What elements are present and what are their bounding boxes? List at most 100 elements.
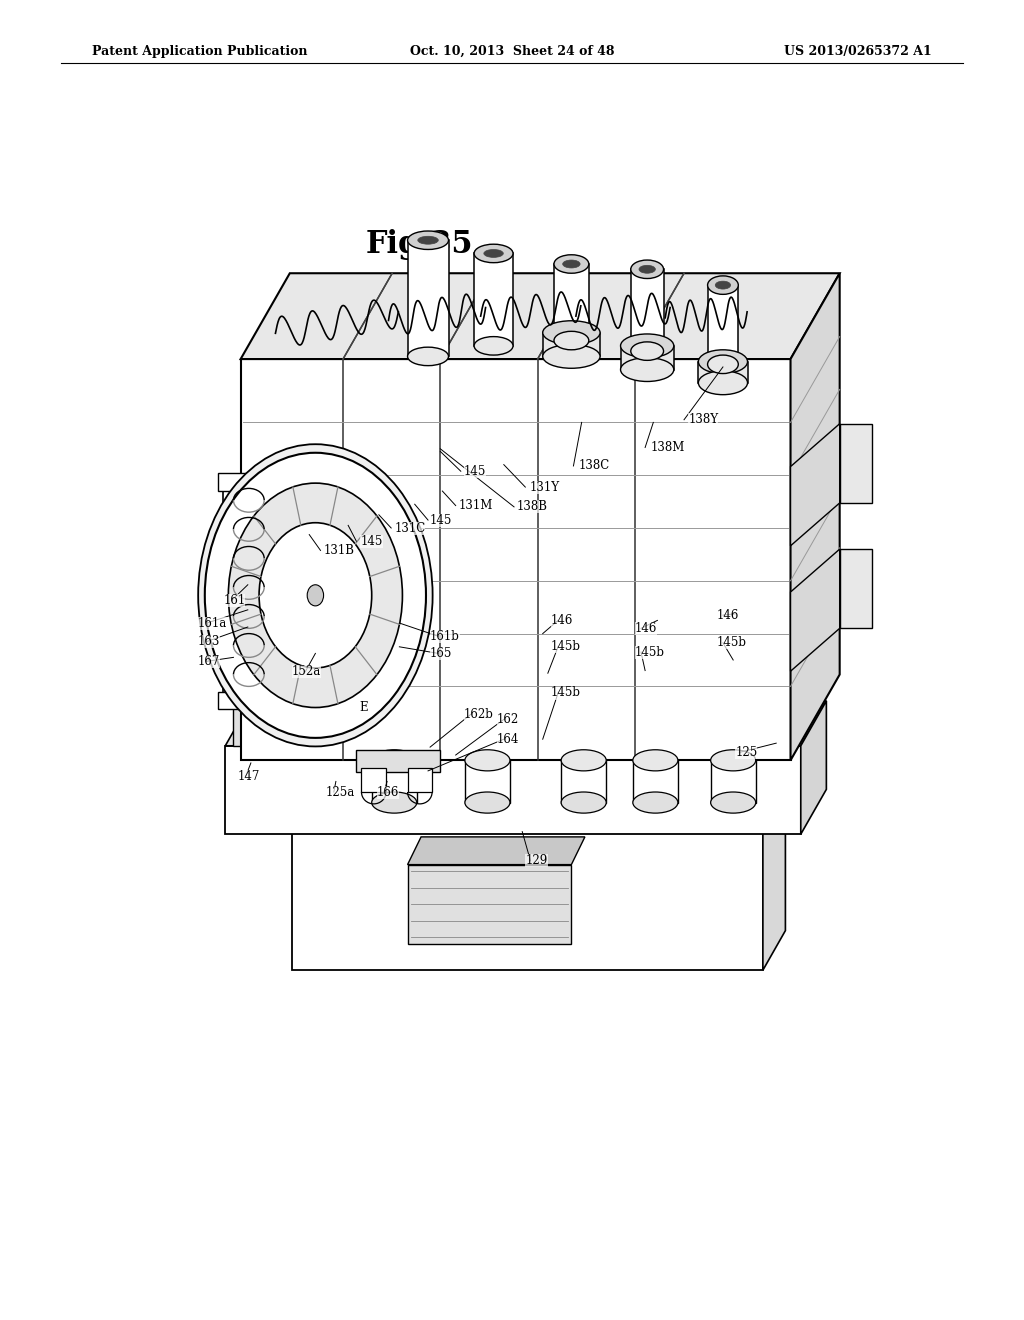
Text: 145: 145: [464, 465, 486, 478]
Text: 161a: 161a: [198, 616, 227, 630]
Ellipse shape: [708, 276, 738, 294]
Polygon shape: [840, 424, 872, 503]
Ellipse shape: [715, 281, 730, 289]
Ellipse shape: [633, 750, 678, 771]
Polygon shape: [233, 701, 282, 746]
Polygon shape: [361, 768, 386, 792]
Text: 145b: 145b: [717, 636, 746, 649]
Text: 164: 164: [497, 733, 519, 746]
Ellipse shape: [408, 231, 449, 249]
Ellipse shape: [711, 792, 756, 813]
Text: 167: 167: [198, 655, 220, 668]
Polygon shape: [633, 760, 678, 803]
Ellipse shape: [418, 236, 438, 244]
Ellipse shape: [372, 750, 417, 771]
Circle shape: [259, 523, 372, 668]
Circle shape: [307, 585, 324, 606]
Polygon shape: [372, 760, 417, 803]
Ellipse shape: [621, 358, 674, 381]
Polygon shape: [791, 273, 840, 760]
Text: 147: 147: [238, 770, 260, 783]
Polygon shape: [292, 832, 763, 970]
Circle shape: [199, 445, 432, 746]
Ellipse shape: [711, 750, 756, 771]
Text: 129: 129: [525, 854, 548, 867]
Text: 146: 146: [717, 609, 739, 622]
Circle shape: [205, 453, 426, 738]
Polygon shape: [763, 792, 785, 970]
Text: 145b: 145b: [551, 686, 581, 700]
Polygon shape: [356, 750, 440, 772]
Polygon shape: [708, 285, 738, 364]
Polygon shape: [711, 760, 756, 803]
Text: 162b: 162b: [464, 708, 494, 721]
Polygon shape: [408, 837, 585, 865]
Polygon shape: [561, 760, 606, 803]
Polygon shape: [698, 362, 748, 383]
Polygon shape: [791, 424, 840, 546]
Polygon shape: [621, 346, 674, 370]
Text: 145b: 145b: [635, 645, 665, 659]
Text: E: E: [359, 701, 368, 714]
Ellipse shape: [474, 337, 513, 355]
Polygon shape: [225, 701, 826, 746]
Text: 166: 166: [377, 785, 399, 799]
Ellipse shape: [543, 345, 600, 368]
Text: 131C: 131C: [394, 521, 426, 535]
Text: Oct. 10, 2013  Sheet 24 of 48: Oct. 10, 2013 Sheet 24 of 48: [410, 45, 614, 58]
Ellipse shape: [633, 792, 678, 813]
Text: 161: 161: [223, 594, 246, 607]
Ellipse shape: [639, 265, 655, 273]
Polygon shape: [465, 760, 510, 803]
Polygon shape: [233, 651, 279, 701]
Ellipse shape: [554, 255, 589, 273]
Polygon shape: [801, 701, 826, 834]
Text: 145b: 145b: [551, 640, 581, 653]
Text: Fig.35: Fig.35: [367, 228, 473, 260]
Ellipse shape: [408, 347, 449, 366]
Text: Patent Application Publication: Patent Application Publication: [92, 45, 307, 58]
Text: 131M: 131M: [459, 499, 494, 512]
Circle shape: [228, 483, 402, 708]
Ellipse shape: [698, 350, 748, 374]
Text: 146: 146: [635, 622, 657, 635]
Text: US 2013/0265372 A1: US 2013/0265372 A1: [784, 45, 932, 58]
Text: 163: 163: [198, 635, 220, 648]
Polygon shape: [292, 792, 785, 832]
Polygon shape: [554, 264, 589, 341]
Text: 125: 125: [735, 746, 758, 759]
Polygon shape: [717, 701, 780, 746]
Text: 131Y: 131Y: [529, 480, 559, 494]
Polygon shape: [218, 473, 264, 491]
Polygon shape: [768, 626, 794, 701]
Ellipse shape: [631, 342, 664, 360]
Text: 138B: 138B: [517, 500, 548, 513]
Polygon shape: [717, 648, 768, 701]
Polygon shape: [474, 253, 513, 346]
Text: 145: 145: [360, 535, 383, 548]
Ellipse shape: [372, 792, 417, 813]
Ellipse shape: [561, 792, 606, 813]
Ellipse shape: [465, 750, 510, 771]
Text: 138C: 138C: [579, 459, 610, 473]
Ellipse shape: [621, 334, 674, 358]
Polygon shape: [218, 692, 264, 709]
Text: 165: 165: [430, 647, 453, 660]
Polygon shape: [408, 240, 449, 356]
Text: 146: 146: [551, 614, 573, 627]
Ellipse shape: [561, 750, 606, 771]
Ellipse shape: [708, 355, 738, 374]
Ellipse shape: [465, 792, 510, 813]
Text: 145: 145: [430, 513, 453, 527]
Ellipse shape: [543, 321, 600, 345]
Text: 162: 162: [497, 713, 519, 726]
Ellipse shape: [554, 331, 589, 350]
Polygon shape: [543, 333, 600, 356]
Ellipse shape: [631, 260, 664, 279]
Text: 138Y: 138Y: [688, 413, 718, 426]
Polygon shape: [840, 549, 872, 628]
Text: 138M: 138M: [650, 441, 685, 454]
Polygon shape: [791, 549, 840, 671]
Text: 161b: 161b: [430, 630, 460, 643]
Text: 131B: 131B: [324, 544, 354, 557]
